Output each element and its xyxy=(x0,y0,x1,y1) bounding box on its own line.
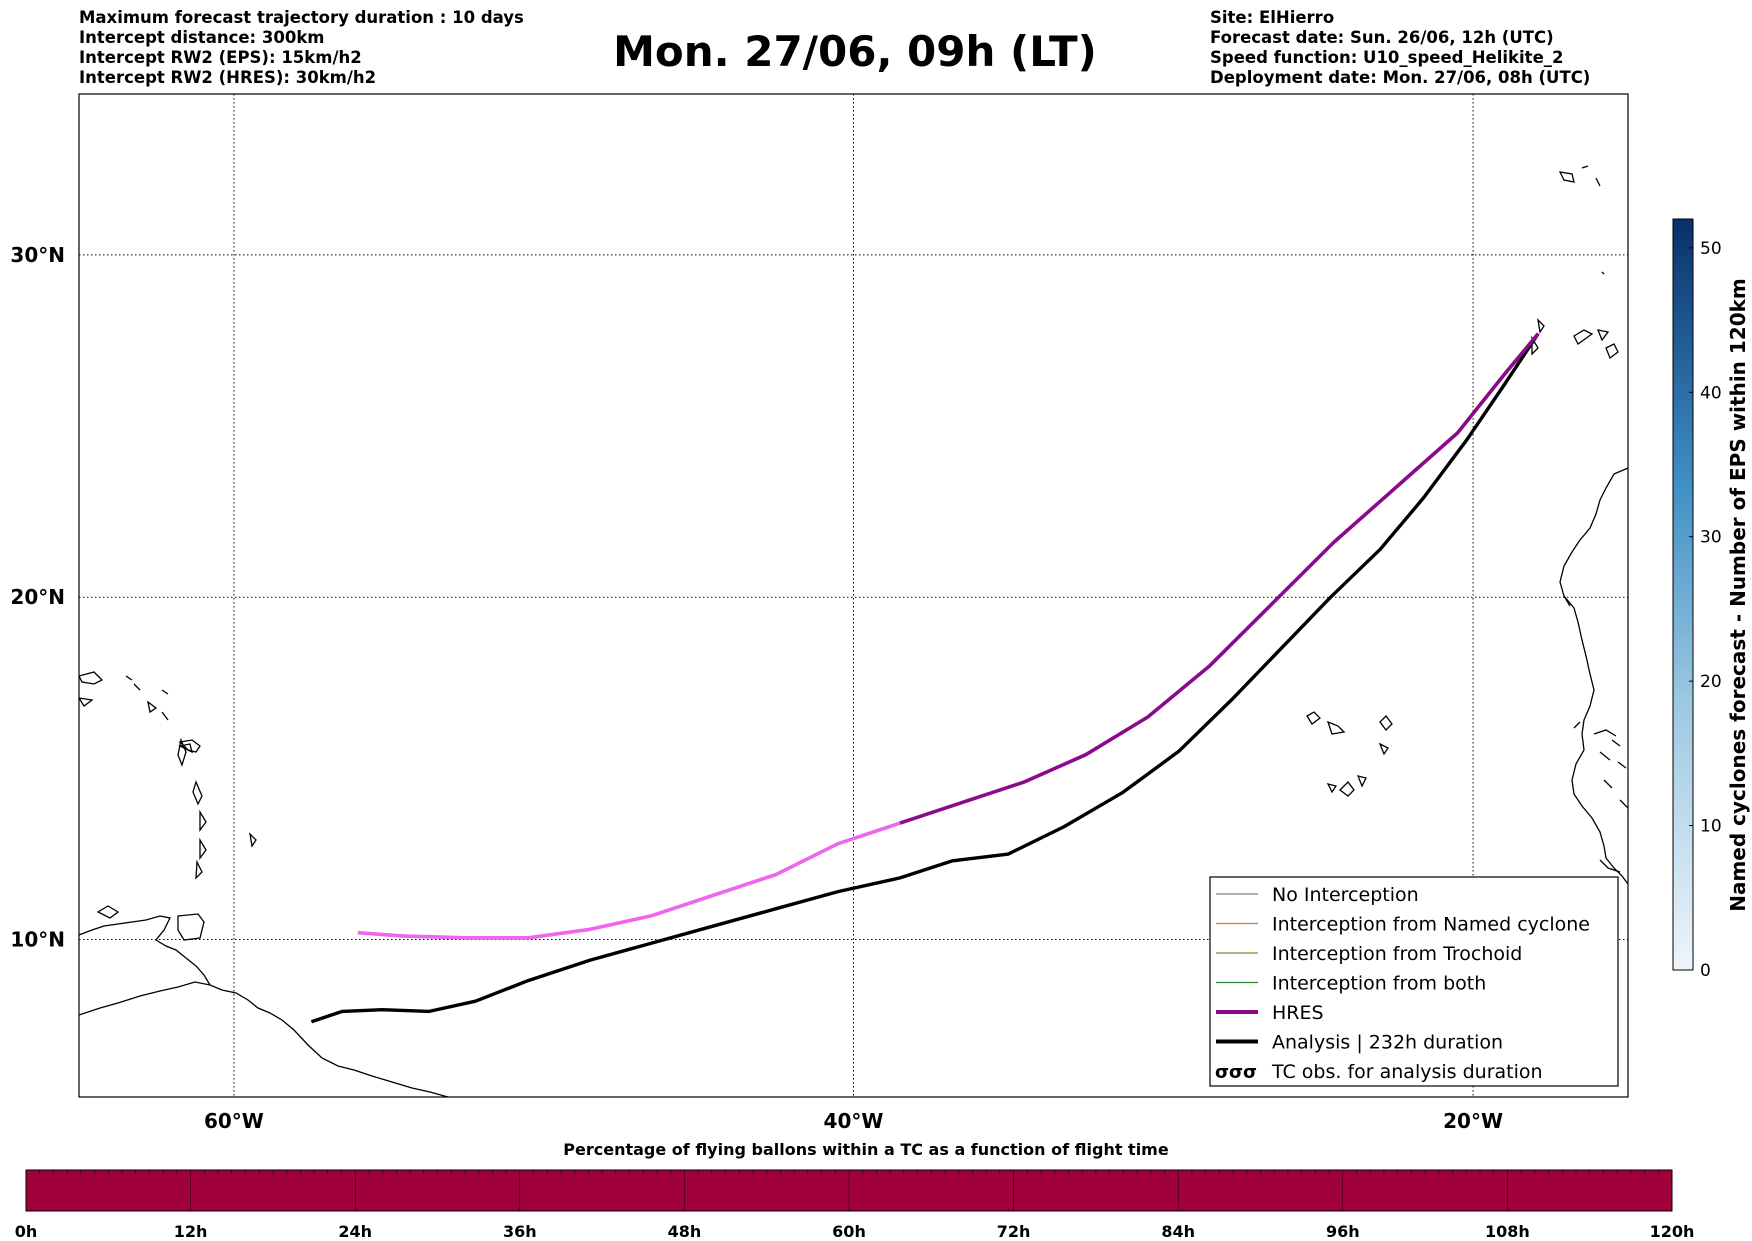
legend-label: Interception from Named cyclone xyxy=(1272,914,1590,936)
header-line: Intercept RW2 (EPS): 15km/h2 xyxy=(79,48,362,67)
legend-entry: Interception from Trochoid xyxy=(1216,943,1522,965)
flight-time-tick-label: 60h xyxy=(832,1222,866,1241)
flight-time-tick-label: 84h xyxy=(1161,1222,1195,1241)
legend-label: Analysis | 232h duration xyxy=(1272,1032,1503,1054)
lat-label: 30°N xyxy=(10,243,65,267)
island-madeira xyxy=(1558,165,1605,275)
colorbar-label: Named cyclones forecast - Number of EPS … xyxy=(1726,278,1750,912)
header-info-right: Site: ElHierro Forecast date: Sun. 26/06… xyxy=(1210,8,1590,88)
header-line: Maximum forecast trajectory duration : 1… xyxy=(79,8,524,27)
island-lesser-antilles xyxy=(177,737,207,880)
coastline-africa xyxy=(1559,467,1628,885)
header-line: Deployment date: Mon. 27/06, 08h (UTC) xyxy=(1210,68,1591,87)
analysis-track xyxy=(310,332,1540,1024)
legend-label: HRES xyxy=(1272,1002,1324,1024)
legend-entry: Interception from both xyxy=(1216,973,1486,995)
header-info-left: Maximum forecast trajectory duration : 1… xyxy=(79,8,524,88)
flight-time-tick-label: 96h xyxy=(1326,1222,1360,1241)
flight-time-tick-label: 24h xyxy=(338,1222,372,1241)
island-virgin xyxy=(125,675,169,721)
legend-label: TC obs. for analysis duration xyxy=(1271,1061,1543,1083)
page-title: Mon. 27/06, 09h (LT) xyxy=(613,27,1097,76)
lon-label: 60°W xyxy=(204,1109,264,1133)
hres-analysis-tracks xyxy=(310,332,1540,1024)
island-aruba-curacao xyxy=(96,905,120,919)
flight-time-tick-label: 120h xyxy=(1650,1222,1695,1241)
coastline-africa-inlets xyxy=(1563,595,1628,873)
colorbar-tick-label: 20 xyxy=(1700,672,1722,692)
flight-time-tick-label: 108h xyxy=(1485,1222,1530,1241)
latitude-labels: 30°N 20°N 10°N xyxy=(10,243,65,952)
legend-label: Interception from both xyxy=(1272,973,1486,995)
legend-entry: HRES xyxy=(1216,1002,1324,1024)
colorbar-gradient xyxy=(1672,218,1694,971)
flight-time-bar: Percentage of flying ballons within a TC… xyxy=(15,1140,1695,1241)
legend-label: No Interception xyxy=(1272,884,1419,906)
legend-entry: Analysis | 232h duration xyxy=(1216,1032,1503,1054)
coastline-venezuela xyxy=(79,915,211,986)
map-gridlines xyxy=(79,94,1628,1097)
island-cape-verde xyxy=(1306,711,1393,797)
island-guadeloupe xyxy=(178,739,257,848)
lon-label: 40°W xyxy=(824,1109,884,1133)
header-line: Speed function: U10_speed_Helikite_2 xyxy=(1210,48,1564,67)
flight-time-tick-label: 72h xyxy=(997,1222,1031,1241)
lat-label: 20°N xyxy=(10,585,65,609)
longitude-labels: 60°W 40°W 20°W xyxy=(204,1109,1503,1133)
legend-box xyxy=(1209,876,1619,1087)
legend: No Interception Interception from Named c… xyxy=(1209,876,1619,1087)
island-trinidad xyxy=(177,913,205,941)
header-line: Intercept distance: 300km xyxy=(79,28,325,47)
tc-obs-symbol: σσσ xyxy=(1215,1062,1257,1083)
header-line: Intercept RW2 (HRES): 30km/h2 xyxy=(79,68,377,87)
legend-entry: No Interception xyxy=(1216,884,1419,906)
flight-time-tick-label: 0h xyxy=(15,1222,38,1241)
hres-track-late xyxy=(357,821,901,940)
lat-label: 10°N xyxy=(10,928,65,952)
colorbar-tick-label: 30 xyxy=(1700,528,1722,548)
hres-track xyxy=(899,332,1540,825)
legend-entry: σσσ TC obs. for analysis duration xyxy=(1215,1061,1543,1083)
legend-entry: Interception from Named cyclone xyxy=(1216,914,1590,936)
coastline-south-america xyxy=(79,981,449,1097)
colorbar: 0 10 20 30 40 50 Named cyclones forecast - Nu… xyxy=(1672,218,1750,981)
flight-time-tick-label: 12h xyxy=(174,1222,208,1241)
coastlines xyxy=(79,165,1628,1097)
flight-time-bar-title: Percentage of flying ballons within a TC… xyxy=(563,1140,1169,1159)
flight-time-tick-label: 36h xyxy=(503,1222,537,1241)
colorbar-tick-label: 50 xyxy=(1700,239,1722,259)
map-frame xyxy=(78,93,1629,1098)
colorbar-tick-label: 40 xyxy=(1700,383,1722,403)
colorbar-tick-label: 10 xyxy=(1700,817,1722,837)
flight-time-tick-label: 48h xyxy=(668,1222,702,1241)
colorbar-tick-label: 0 xyxy=(1700,961,1711,981)
lon-label: 20°W xyxy=(1443,1109,1503,1133)
header-line: Site: ElHierro xyxy=(1210,8,1335,27)
island-canaries xyxy=(1531,318,1619,360)
header-line: Forecast date: Sun. 26/06, 12h (UTC) xyxy=(1210,28,1554,47)
legend-label: Interception from Trochoid xyxy=(1272,943,1522,965)
island-puerto-rico xyxy=(79,671,104,707)
